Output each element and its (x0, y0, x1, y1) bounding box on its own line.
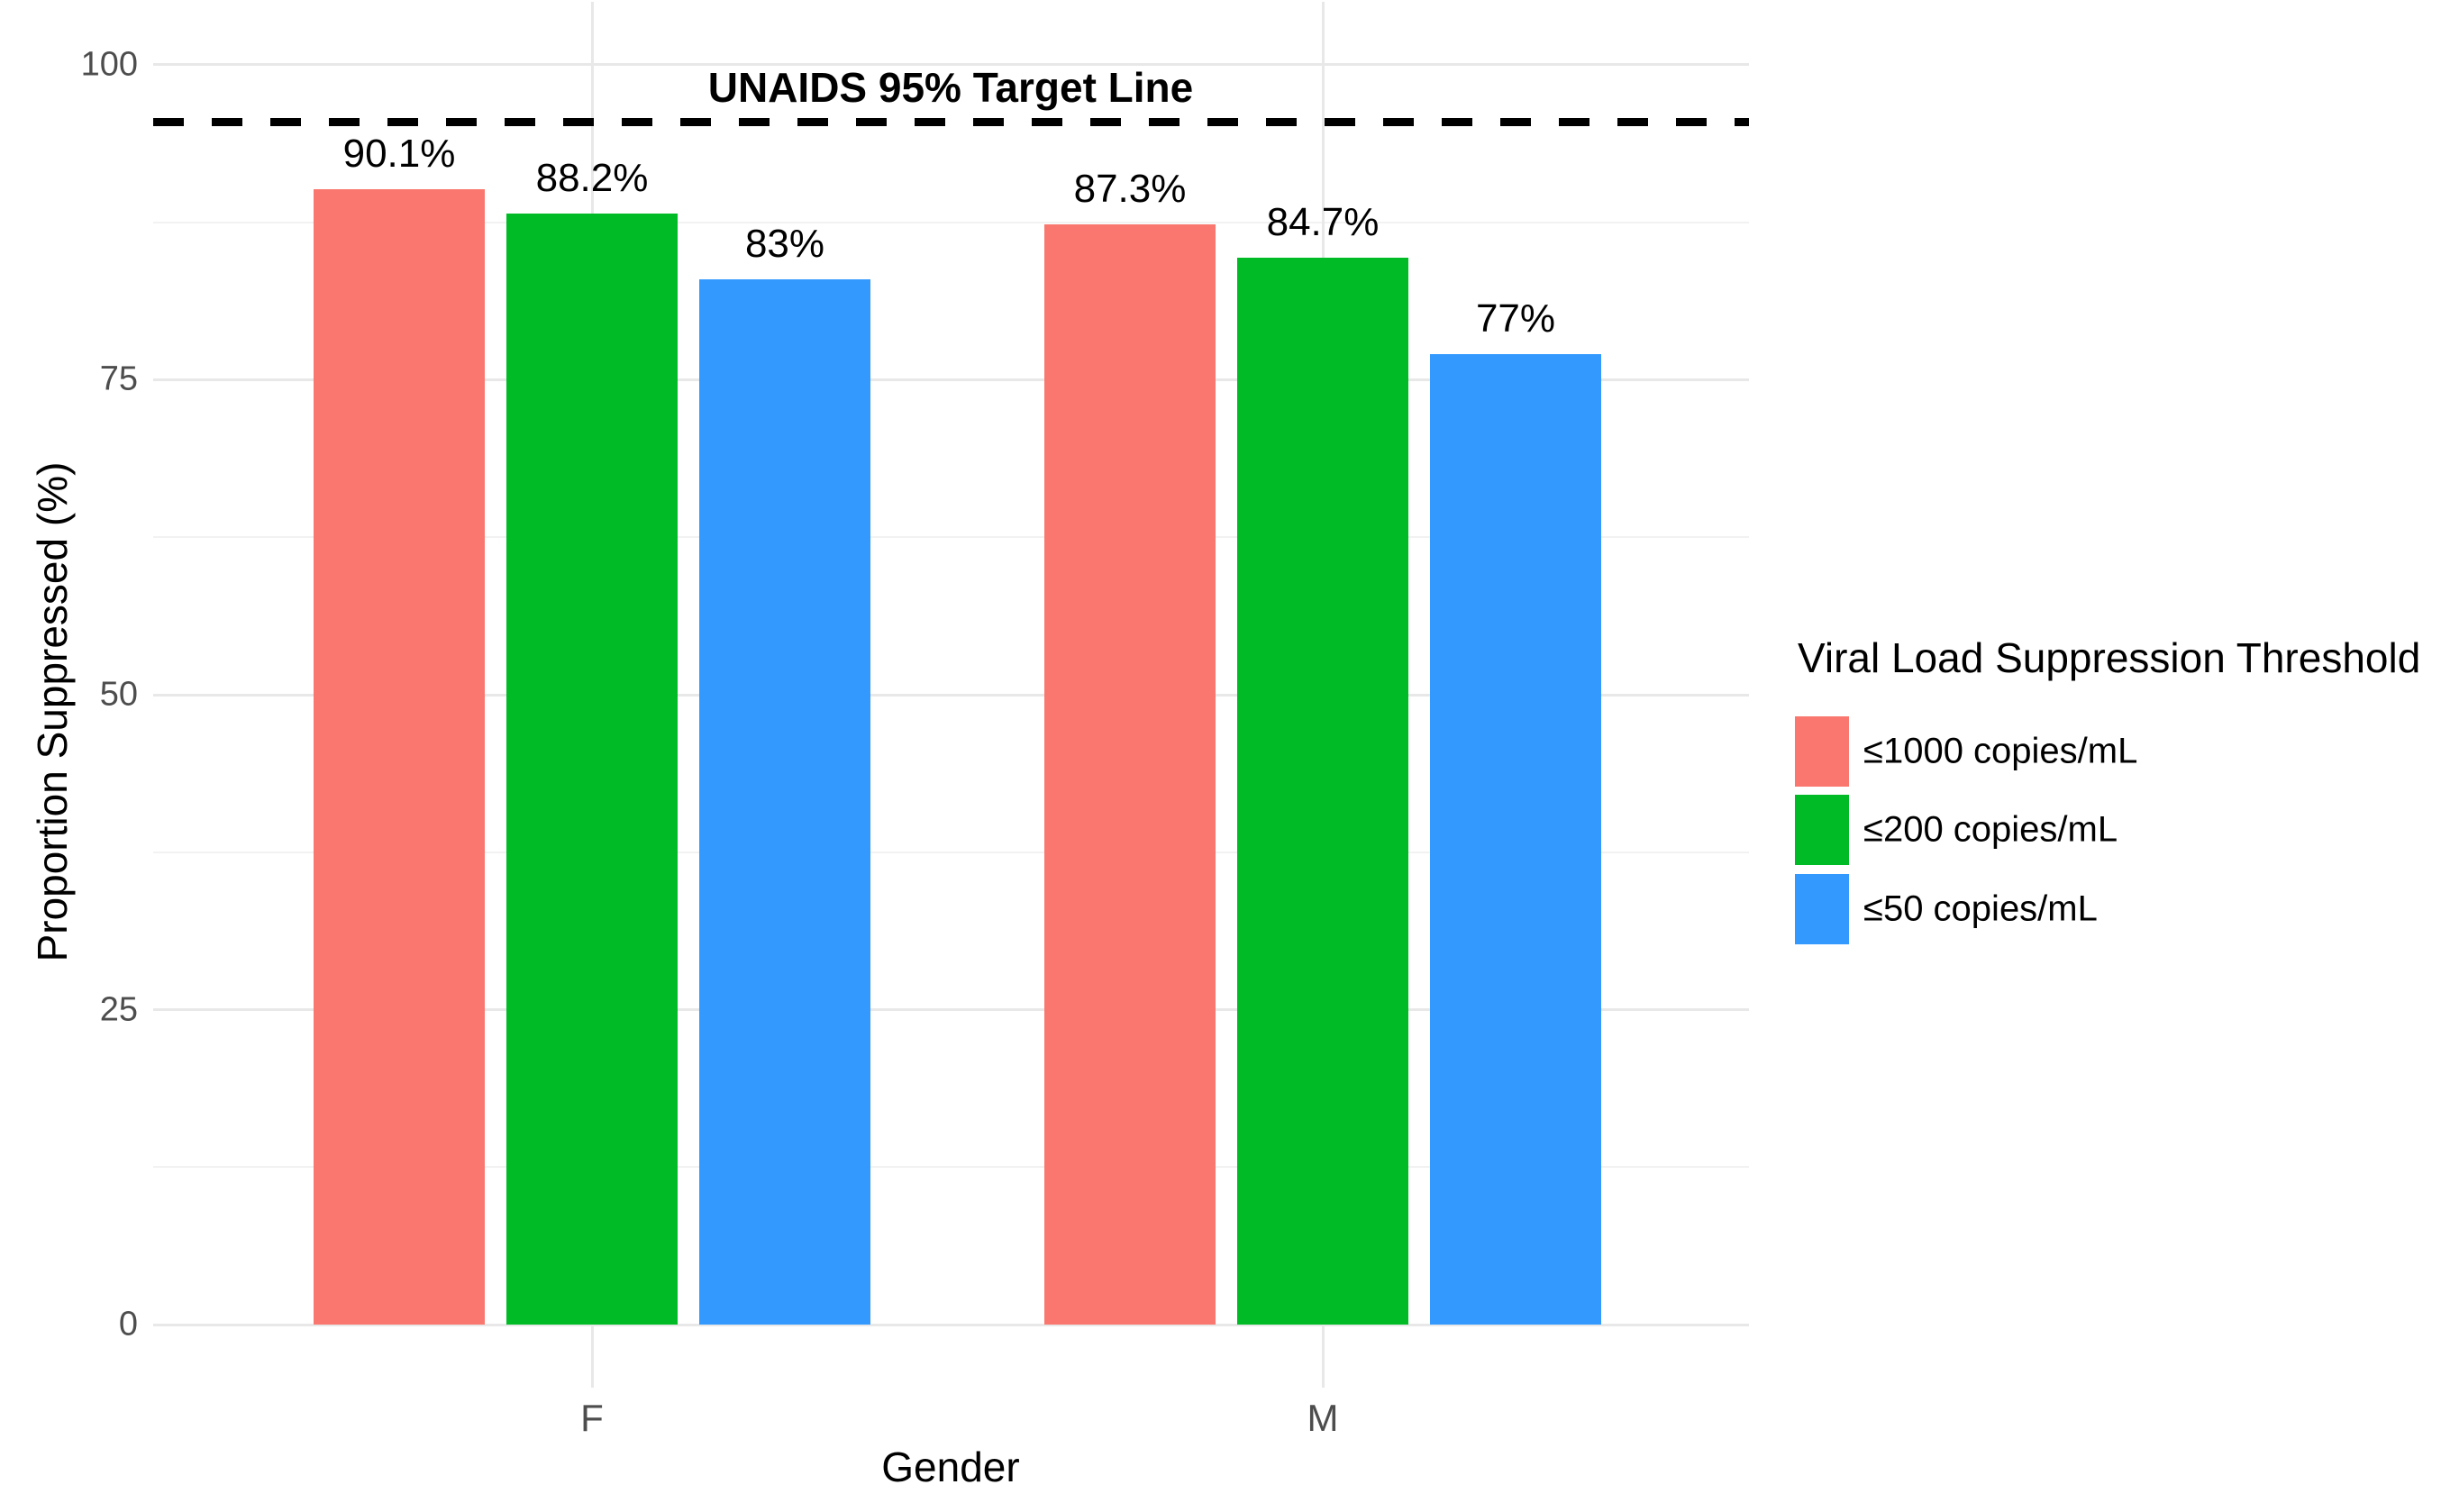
y-axis-tick-label: 50 (99, 675, 138, 714)
target-line-label: UNAIDS 95% Target Line (707, 64, 1194, 111)
bar-value-label: 83% (744, 221, 825, 266)
bar-m-3 (1430, 354, 1601, 1325)
legend-key-swatch (1795, 716, 1849, 787)
legend-item-label: ≤1000 copies/mL (1863, 731, 2138, 771)
bar-f-1 (314, 189, 485, 1325)
target-reference-line (153, 118, 1749, 126)
bar-m-2 (1237, 257, 1408, 1325)
y-axis-tick-label: 100 (80, 45, 138, 84)
legend-title: Viral Load Suppression Threshold (1798, 634, 2421, 681)
legend-key-swatch (1795, 874, 1849, 944)
legend-item-label: ≤50 copies/mL (1863, 888, 2098, 929)
y-major-gridline (153, 693, 1749, 697)
y-minor-gridline (153, 1166, 1749, 1169)
bar-value-label: 88.2% (535, 155, 649, 200)
legend-key-swatch (1795, 795, 1849, 865)
bar-m-1 (1044, 224, 1216, 1325)
bar-value-label: 77% (1475, 296, 1556, 342)
y-axis-tick-label: 0 (118, 1305, 138, 1343)
x-axis-tick-label: M (1307, 1397, 1339, 1439)
x-axis-title: Gender (881, 1444, 1020, 1490)
y-axis-tick-label: 75 (99, 360, 138, 398)
bar-value-label: 90.1% (342, 132, 456, 177)
y-major-gridline (153, 1323, 1749, 1326)
y-minor-gridline (153, 851, 1749, 853)
bar-value-label: 87.3% (1073, 167, 1187, 212)
y-axis-tick-label: 25 (99, 990, 138, 1029)
bar-value-label: 84.7% (1266, 199, 1380, 244)
bar-f-2 (506, 213, 678, 1325)
bar-f-3 (699, 278, 870, 1325)
y-minor-gridline (153, 221, 1749, 223)
y-major-gridline (153, 1008, 1749, 1012)
y-major-gridline (153, 63, 1749, 67)
legend-item-label: ≤200 copies/mL (1863, 809, 2118, 850)
y-major-gridline (153, 378, 1749, 381)
x-axis-tick-label: F (580, 1397, 604, 1439)
y-minor-gridline (153, 536, 1749, 539)
